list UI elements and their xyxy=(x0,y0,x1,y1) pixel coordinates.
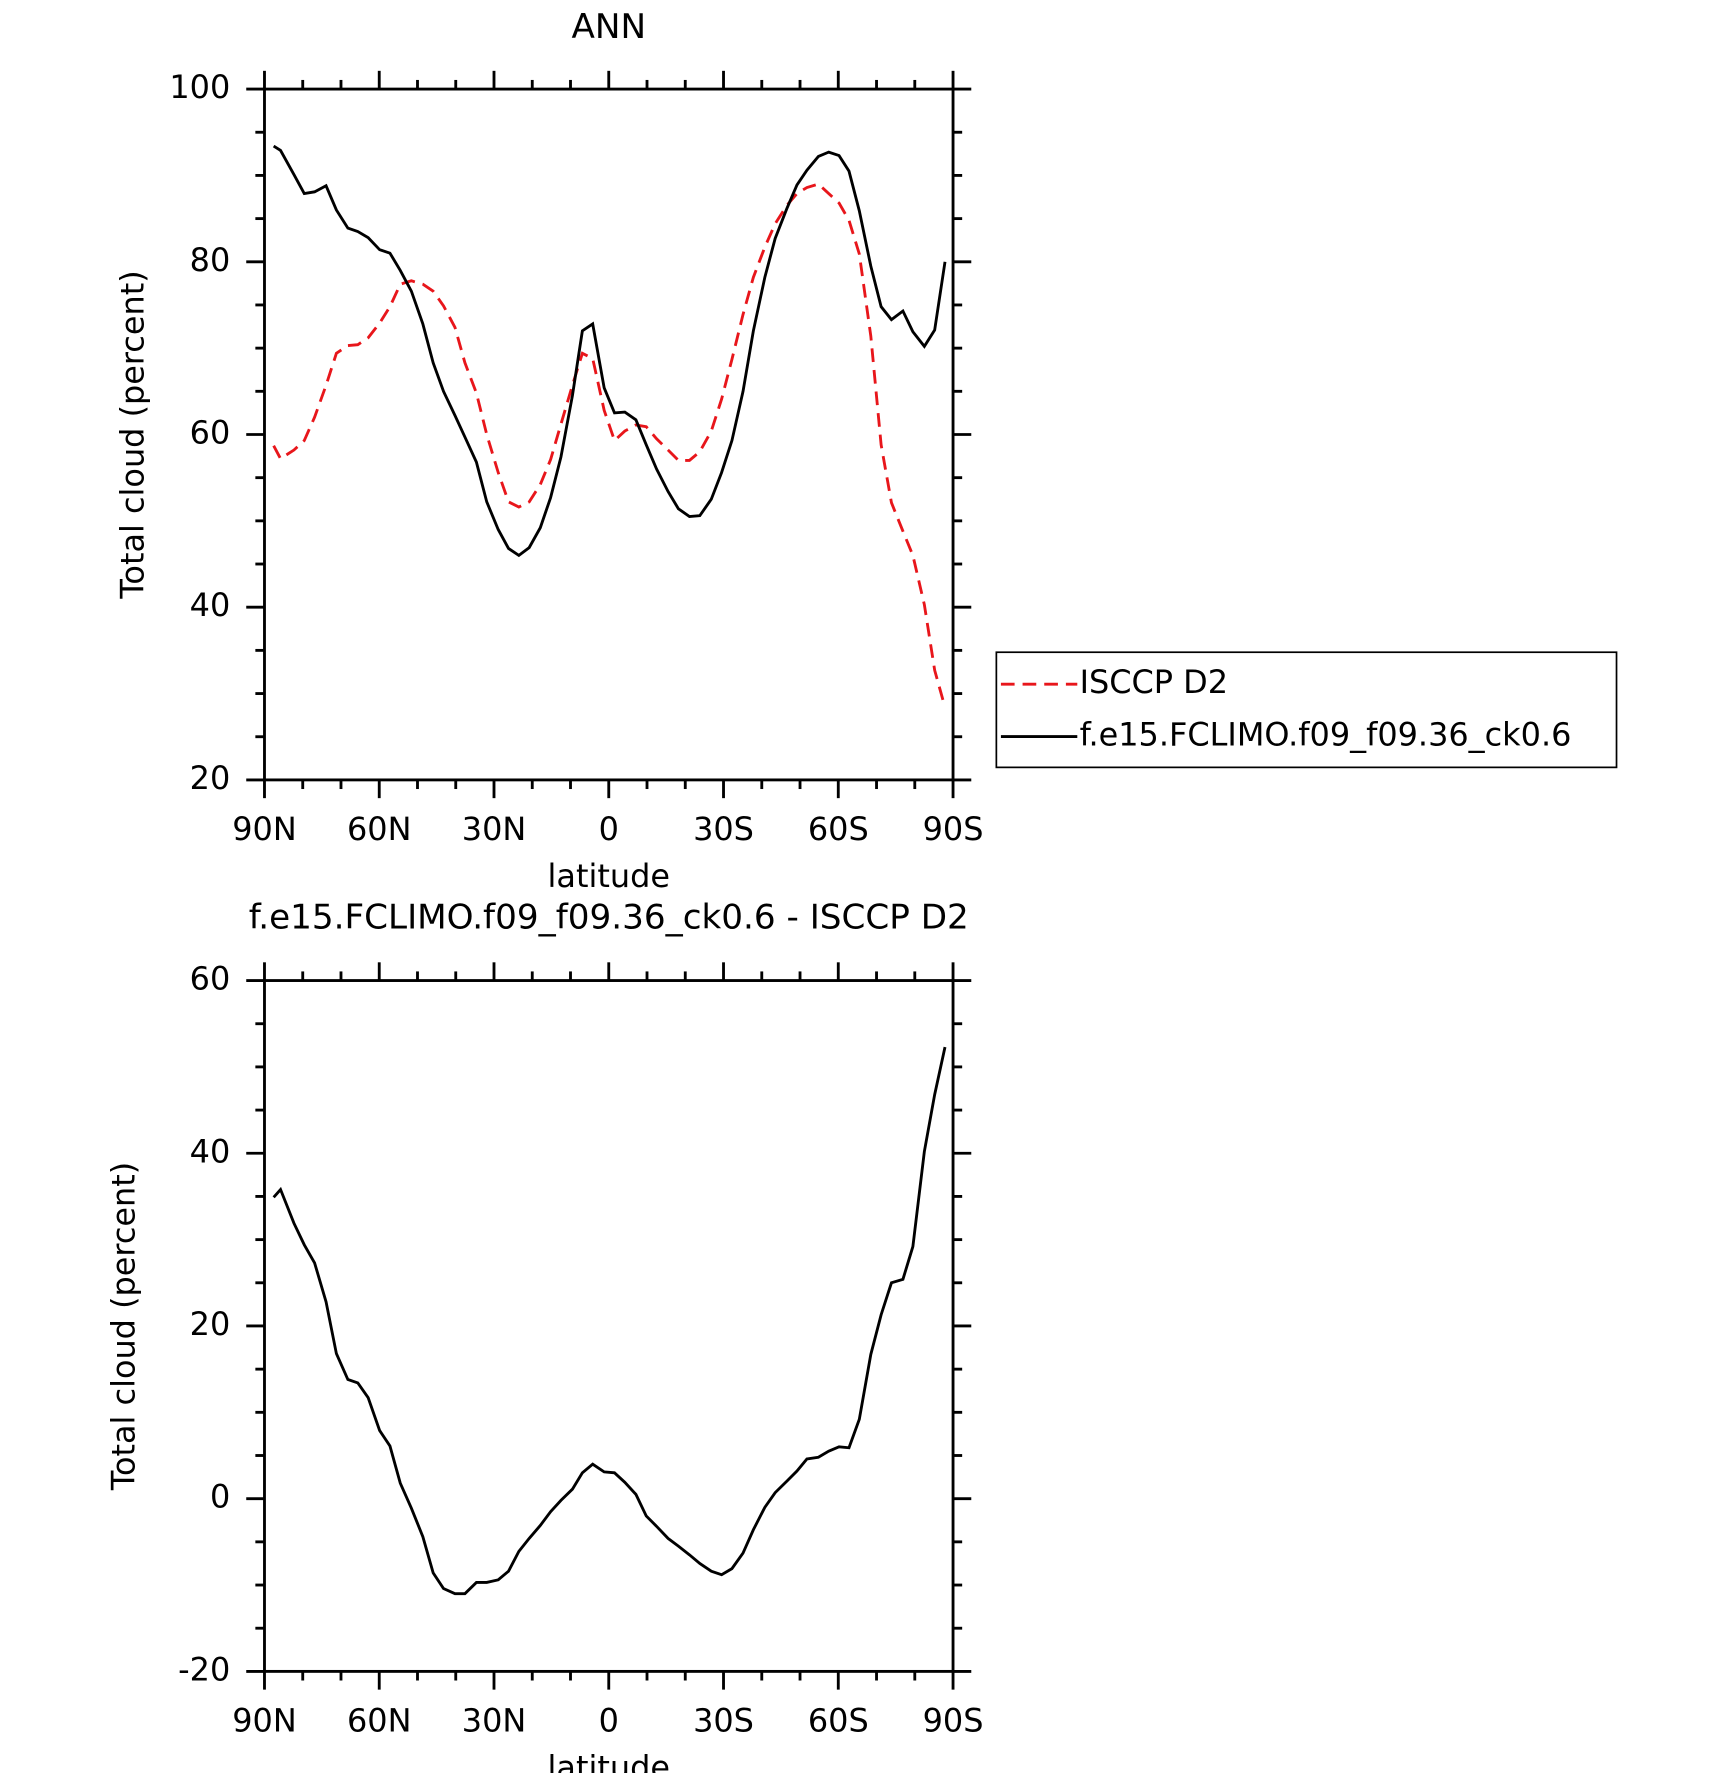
plot-frame xyxy=(263,979,955,1673)
y-tick-label: 60 xyxy=(190,960,231,998)
y-tick-label: 40 xyxy=(190,586,231,624)
x-tick-label: 90S xyxy=(923,810,984,848)
chart-title: f.e15.FCLIMO.f09_f09.36_ck0.6 - ISCCP D2 xyxy=(249,897,969,937)
x-tick-label: 60N xyxy=(347,810,411,848)
y-axis-label: Total cloud (percent) xyxy=(104,1162,142,1491)
panel: ANN latitude Total cloud (percent) 20 40 60 80… xyxy=(114,7,984,895)
x-tick-label: 30S xyxy=(693,1702,754,1740)
x-tick-label: 90N xyxy=(232,810,296,848)
series-line xyxy=(272,1046,947,1596)
y-tick-label: 20 xyxy=(190,759,231,797)
y-axis-label: Total cloud (percent) xyxy=(114,270,152,599)
legend-box xyxy=(995,651,1618,769)
x-tick-label: 60S xyxy=(808,810,869,848)
x-tick-label: 30N xyxy=(462,810,526,848)
x-tick-label: 90S xyxy=(923,1702,984,1740)
x-tick-label: 30S xyxy=(693,810,754,848)
chart-title: ANN xyxy=(571,7,646,47)
x-tick-label: 0 xyxy=(599,810,619,848)
legend-label: f.e15.FCLIMO.f09_f09.36_ck0.6 xyxy=(1080,716,1572,754)
x-tick-label: 90N xyxy=(232,1702,296,1740)
series-line xyxy=(272,144,947,558)
y-tick-label: 80 xyxy=(190,241,231,279)
y-tick-label: 40 xyxy=(190,1132,231,1170)
x-tick-label: 0 xyxy=(599,1702,619,1740)
series-line xyxy=(272,182,947,708)
legend: ISCCP D2 f.e15.FCLIMO.f09_f09.36_ck0.6 xyxy=(995,651,1618,769)
plot-frame xyxy=(263,87,955,782)
y-tick-label: 60 xyxy=(190,413,231,451)
panel: f.e15.FCLIMO.f09_f09.36_ck0.6 - ISCCP D2… xyxy=(104,897,983,1773)
x-tick-label: 30N xyxy=(462,1702,526,1740)
y-tick-label: 20 xyxy=(190,1305,231,1343)
legend-label: ISCCP D2 xyxy=(1080,663,1228,701)
x-axis-label: latitude xyxy=(548,1748,670,1773)
x-tick-label: 60S xyxy=(808,1702,869,1740)
y-tick-label: 100 xyxy=(169,68,230,106)
x-tick-label: 60N xyxy=(347,1702,411,1740)
y-tick-label: 0 xyxy=(210,1478,230,1516)
x-axis-label: latitude xyxy=(548,857,670,895)
y-tick-label: -20 xyxy=(178,1650,230,1688)
